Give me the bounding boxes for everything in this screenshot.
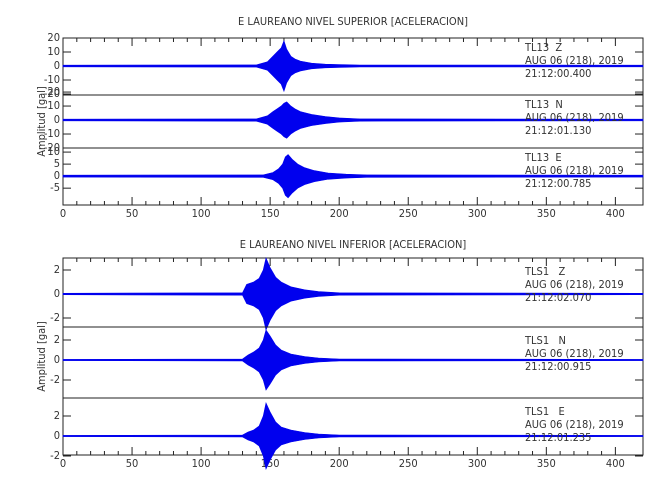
y-tick-label: -2 [50, 373, 60, 386]
x-tick-label: 100 [192, 457, 211, 470]
y-tick-label: 10 [47, 145, 60, 158]
y-tick-label: -20 [44, 141, 60, 154]
trace-label: AUG 06 (218), 2019 [525, 347, 624, 360]
waveform-lower [62, 175, 644, 199]
x-tick-label: 400 [606, 457, 625, 470]
y-tick-label: 10 [47, 99, 60, 112]
trace-label: 21:12:02.070 [525, 291, 591, 304]
waveform-lower [62, 435, 644, 470]
y-axis-label: Amplitud [gal] [35, 86, 48, 157]
x-tick-label: 350 [537, 457, 556, 470]
trace-label: TLS1 E [524, 405, 565, 418]
waveform-lower [62, 119, 644, 139]
waveform-upper [62, 39, 644, 67]
trace-label: AUG 06 (218), 2019 [525, 418, 624, 431]
x-tick-label: 150 [261, 207, 280, 220]
y-axis-label: Amplitud [gal] [35, 321, 48, 392]
waveform-upper [62, 154, 644, 177]
x-tick-label: 250 [399, 457, 418, 470]
chart-title: E LAUREANO NIVEL INFERIOR [ACELERACION] [240, 238, 467, 251]
x-tick-label: 400 [606, 207, 625, 220]
trace-label: AUG 06 (218), 2019 [525, 111, 624, 124]
trace-label: 21:12:01.235 [525, 431, 591, 444]
x-tick-label: 300 [468, 457, 487, 470]
y-tick-label: 0 [54, 169, 60, 182]
trace-label: AUG 06 (218), 2019 [525, 164, 624, 177]
trace-label: TL13 N [524, 98, 563, 111]
waveform-lower [62, 65, 644, 93]
y-tick-label: 10 [47, 45, 60, 58]
trace-label: TLS1 N [524, 334, 566, 347]
y-tick-label: -10 [44, 73, 60, 86]
waveform-upper [62, 402, 644, 437]
trace-label: TLS1 Z [524, 265, 566, 278]
y-tick-label: 2 [54, 263, 60, 276]
trace-label: AUG 06 (218), 2019 [525, 278, 624, 291]
trace-label: 21:12:00.785 [525, 177, 591, 190]
waveform-lower [62, 293, 644, 331]
panel-frame [62, 397, 644, 456]
waveform-lower [62, 359, 644, 391]
x-tick-label: 350 [537, 207, 556, 220]
trace-label: TL13 Z [524, 41, 562, 54]
x-tick-label: 50 [126, 457, 139, 470]
trace-label: 21:12:00.400 [525, 67, 591, 80]
y-tick-label: -5 [50, 181, 60, 194]
trace-label: 21:12:00.915 [525, 360, 591, 373]
x-tick-label: 0 [60, 207, 66, 220]
waveform-upper [62, 329, 644, 361]
y-tick-label: 0 [54, 429, 60, 442]
x-tick-label: 100 [192, 207, 211, 220]
y-tick-label: 5 [54, 157, 60, 170]
y-tick-label: 0 [54, 113, 60, 126]
y-tick-label: -2 [50, 449, 60, 462]
x-tick-label: 200 [330, 207, 349, 220]
x-tick-label: 250 [399, 207, 418, 220]
trace-label: AUG 06 (218), 2019 [525, 54, 624, 67]
x-tick-label: 0 [60, 457, 66, 470]
x-tick-label: 300 [468, 207, 487, 220]
y-tick-label: 0 [54, 353, 60, 366]
y-tick-label: -2 [50, 311, 60, 324]
y-tick-label: -10 [44, 127, 60, 140]
y-tick-label: 2 [54, 333, 60, 346]
trace-label: TL13 E [524, 151, 562, 164]
y-tick-label: 0 [54, 59, 60, 72]
y-tick-label: 20 [47, 31, 60, 44]
waveform-upper [62, 257, 644, 295]
y-tick-label: 0 [54, 287, 60, 300]
y-tick-label: 2 [54, 409, 60, 422]
waveform-upper [62, 101, 644, 121]
x-tick-label: 50 [126, 207, 139, 220]
y-tick-label: 20 [47, 85, 60, 98]
y-tick-label: -20 [44, 87, 60, 100]
trace-label: 21:12:01.130 [525, 124, 591, 137]
chart-title: E LAUREANO NIVEL SUPERIOR [ACELERACION] [238, 15, 468, 28]
x-tick-label: 200 [330, 457, 349, 470]
